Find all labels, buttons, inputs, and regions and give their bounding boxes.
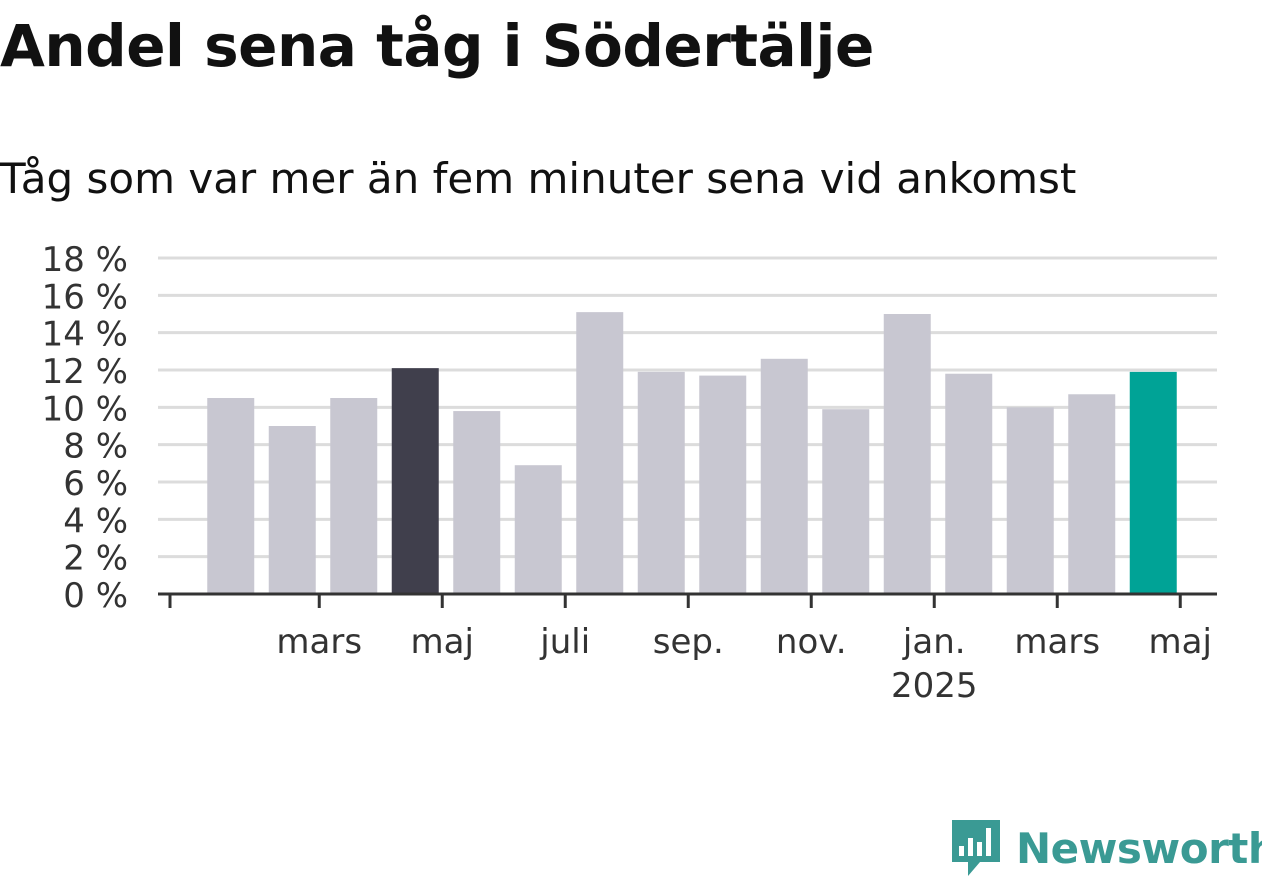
y-tick-label: 14 % (42, 315, 128, 355)
x-tick-label: maj (411, 622, 474, 662)
y-tick-label: 12 % (42, 352, 128, 392)
bar-2024-07 (576, 312, 624, 594)
y-tick-label: 0 % (63, 576, 128, 616)
brand-name: Newsworthy (1016, 823, 1262, 873)
bar-2025-03 (1068, 394, 1116, 594)
bar-2024-05 (453, 411, 501, 594)
x-tick-label: mars (276, 622, 362, 662)
x-tick-label: sep. (653, 622, 724, 662)
x-tick-sublabel: 2025 (891, 666, 978, 706)
bar-2024-12 (883, 314, 931, 594)
y-axis: 0 %2 %4 %6 %8 %10 %12 %14 %16 %18 % (42, 240, 128, 616)
bar-2025-01 (945, 373, 993, 594)
bar-2024-01 (207, 398, 255, 594)
y-tick-label: 4 % (63, 501, 128, 541)
x-tick-label: juli (539, 622, 590, 662)
y-tick-label: 10 % (42, 389, 128, 429)
bar-2024-06 (514, 465, 562, 594)
bar-2025-02 (1006, 407, 1054, 594)
y-tick-label: 18 % (42, 240, 128, 280)
x-tick-label: jan. (902, 622, 966, 662)
bar-2024-09 (699, 375, 747, 594)
bar-2024-10 (760, 358, 808, 594)
bar-2025-04 (1129, 371, 1177, 594)
bars (207, 312, 1177, 594)
bar-2024-03 (330, 398, 378, 594)
bar-2024-11 (822, 409, 870, 594)
chart-title: Andel sena tåg i Södertälje (0, 12, 874, 80)
y-tick-label: 6 % (63, 464, 128, 504)
chart-subtitle: Tåg som var mer än fem minuter sena vid … (0, 154, 1077, 203)
x-axis: mars maj juli sep. nov. jan.2025 mars maj (158, 592, 1217, 706)
bar-2024-02 (268, 426, 316, 594)
bar-2024-04 (391, 368, 439, 594)
grid-lines (158, 256, 1217, 559)
x-tick-label: mars (1014, 622, 1100, 662)
bar-2024-08 (637, 371, 685, 594)
y-tick-label: 16 % (42, 277, 128, 317)
y-tick-label: 8 % (63, 427, 128, 467)
newsworthy-logo[interactable]: Newsworthy (950, 818, 1262, 878)
newsworthy-logo-icon (952, 820, 1000, 876)
x-tick-label: maj (1149, 622, 1212, 662)
y-tick-label: 2 % (63, 539, 128, 579)
x-tick-label: nov. (776, 622, 847, 662)
